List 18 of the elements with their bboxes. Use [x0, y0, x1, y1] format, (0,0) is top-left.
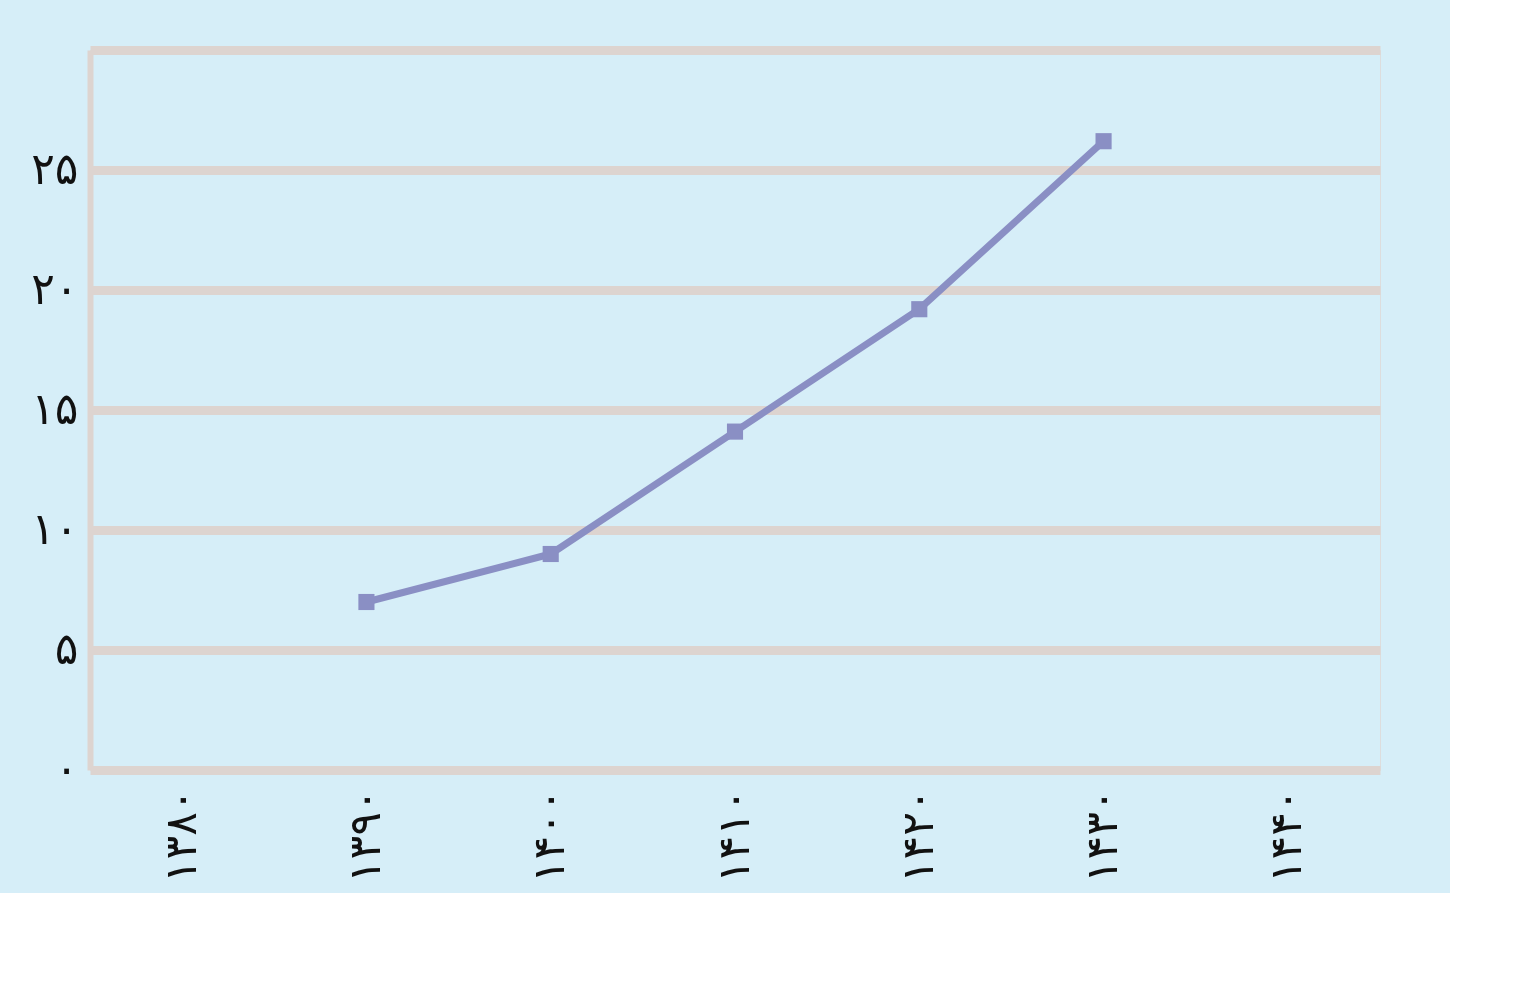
x-tick-label: ۱۴۴۰ — [1260, 788, 1312, 884]
x-tick-label: ۱۴۱۰ — [707, 788, 759, 884]
y-tick-label: ۱۰ — [31, 502, 79, 554]
x-tick-label: ۱۳۸۰ — [154, 788, 206, 884]
y-tick-label: ۲۵ — [31, 142, 79, 194]
y-tick-label: ۵ — [54, 622, 79, 674]
x-tick-label: ۱۳۹۰ — [338, 788, 390, 884]
point — [1095, 133, 1112, 150]
point — [542, 545, 559, 563]
x-tick-label: ۱۴۲۰ — [891, 788, 943, 884]
y-tick-label: ۱۵ — [31, 382, 79, 434]
point — [911, 301, 928, 318]
y-tick-label: ۰ — [54, 742, 79, 794]
x-tick-label: ۱۴۳۰ — [1076, 788, 1128, 884]
x-tick-label: ۱۴۰۰ — [523, 788, 575, 884]
y-tick-label: ۲۰ — [31, 262, 79, 314]
point — [726, 423, 744, 440]
point — [358, 593, 375, 611]
